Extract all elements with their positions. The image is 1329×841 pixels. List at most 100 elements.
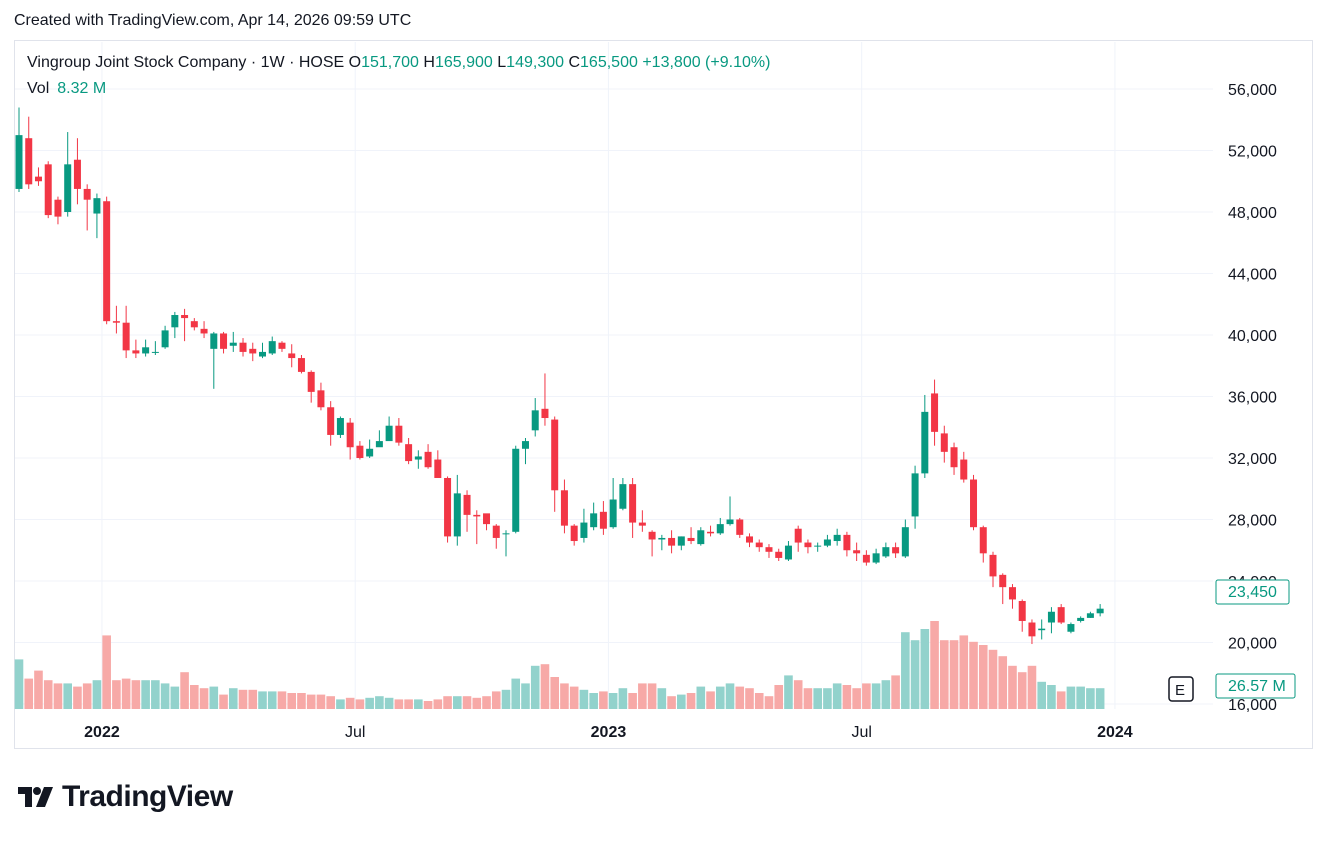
- volume-bar: [102, 635, 111, 709]
- candle-body: [609, 499, 617, 528]
- volume-bar: [306, 694, 316, 709]
- last-volume-badge: [1215, 673, 1296, 699]
- volume-legend: Vol 8.32 M: [27, 80, 106, 98]
- volume-bar: [511, 678, 521, 709]
- legend-separator: ·: [250, 54, 257, 71]
- candle-body: [385, 425, 393, 442]
- candle-body: [220, 333, 228, 349]
- candle-body: [34, 176, 42, 182]
- volume-bar: [433, 699, 443, 709]
- candle-body: [560, 490, 568, 526]
- volume-bar: [219, 694, 228, 709]
- volume-bar: [618, 688, 628, 709]
- low-value: 149,300: [506, 54, 565, 71]
- price-tick-label: 28,000: [1228, 513, 1277, 530]
- volume-bar: [414, 699, 423, 709]
- candle-body: [833, 534, 841, 542]
- volume-bar: [881, 680, 891, 709]
- symbol-name[interactable]: Vingroup Joint Stock Company: [27, 54, 247, 71]
- interval-label[interactable]: 1W: [260, 54, 285, 71]
- candle-body: [794, 528, 802, 543]
- candle-body: [249, 348, 257, 354]
- candle-body: [716, 524, 724, 534]
- volume-bar: [871, 683, 881, 709]
- candle-body: [327, 407, 335, 435]
- candle-body: [580, 522, 588, 538]
- candle-body: [687, 537, 695, 542]
- volume-bar: [949, 640, 959, 709]
- candle-body: [434, 459, 442, 478]
- candle-body: [44, 164, 52, 216]
- volume-bar: [482, 696, 491, 709]
- tradingview-logo[interactable]: TradingView: [18, 780, 233, 814]
- volume-bar: [569, 686, 579, 709]
- volume-bar: [969, 641, 978, 709]
- candle-body: [629, 484, 637, 523]
- volume-bar: [1095, 688, 1105, 709]
- open-value: 151,700: [361, 54, 419, 71]
- candle-body: [346, 422, 354, 448]
- volume-bar: [92, 680, 102, 709]
- volume-bar: [579, 689, 589, 709]
- volume-bar: [608, 693, 618, 709]
- candle-body: [1057, 607, 1065, 623]
- volume-bar: [667, 696, 676, 709]
- candle-body: [259, 351, 266, 357]
- candle-body: [707, 531, 715, 534]
- volume-value: 8.32 M: [57, 80, 107, 97]
- volume-bar: [842, 685, 852, 709]
- candle-body: [1096, 608, 1104, 614]
- close-value: 165,500: [580, 54, 638, 71]
- candle-body: [999, 574, 1007, 588]
- candle-body: [132, 350, 140, 354]
- volume-bar: [978, 645, 988, 709]
- candle-body: [297, 358, 305, 372]
- volume-bar: [764, 696, 774, 709]
- volume-bar: [599, 691, 608, 709]
- volume-bar: [24, 678, 34, 709]
- earnings-marker[interactable]: [1168, 676, 1194, 702]
- volume-bar: [735, 686, 745, 709]
- candle-body: [161, 330, 169, 348]
- candle-body: [93, 198, 101, 214]
- candle-body: [746, 536, 753, 543]
- candle-body: [960, 459, 968, 480]
- volume-bar: [930, 621, 939, 709]
- candle-body: [970, 479, 978, 528]
- candle-body: [570, 525, 578, 542]
- volume-bar: [910, 640, 920, 709]
- candle-body: [444, 477, 452, 537]
- candle-body: [989, 554, 997, 577]
- volume-bar: [774, 685, 784, 709]
- chart-legend: Vingroup Joint Stock Company · 1W · HOSE…: [27, 54, 770, 72]
- volume-bar: [638, 683, 647, 709]
- volume-bar: [754, 693, 764, 709]
- volume-bar: [384, 697, 394, 709]
- candle-body: [307, 371, 315, 392]
- candle-body: [531, 410, 539, 431]
- volume-bar: [988, 649, 998, 709]
- candle-body: [726, 519, 734, 525]
- volume-bar: [1037, 681, 1046, 709]
- chart-frame[interactable]: [14, 40, 1313, 749]
- candle-body: [356, 445, 364, 458]
- volume-bar: [73, 686, 82, 709]
- candle-body: [336, 418, 344, 435]
- candle-body: [190, 321, 198, 328]
- price-axis[interactable]: 56,000 52,000 48,000 44,000 40,000 36,000 32,0…: [1228, 82, 1277, 714]
- candle-body: [765, 547, 773, 552]
- open-label: O: [348, 54, 362, 71]
- volume-bar: [121, 678, 131, 709]
- candle-body: [940, 433, 948, 452]
- volume-bar: [345, 697, 355, 709]
- grid-lines: [15, 42, 1213, 709]
- candle-body: [648, 531, 656, 540]
- last-price-label: 23,450: [1228, 584, 1277, 601]
- candle-body: [405, 444, 413, 462]
- volume-bar: [998, 656, 1008, 709]
- volume-bar: [82, 683, 92, 709]
- volume-bar: [394, 699, 404, 709]
- time-axis[interactable]: 2022 Jul 2023 Jul 2024: [84, 724, 1133, 741]
- candle-body: [668, 537, 676, 546]
